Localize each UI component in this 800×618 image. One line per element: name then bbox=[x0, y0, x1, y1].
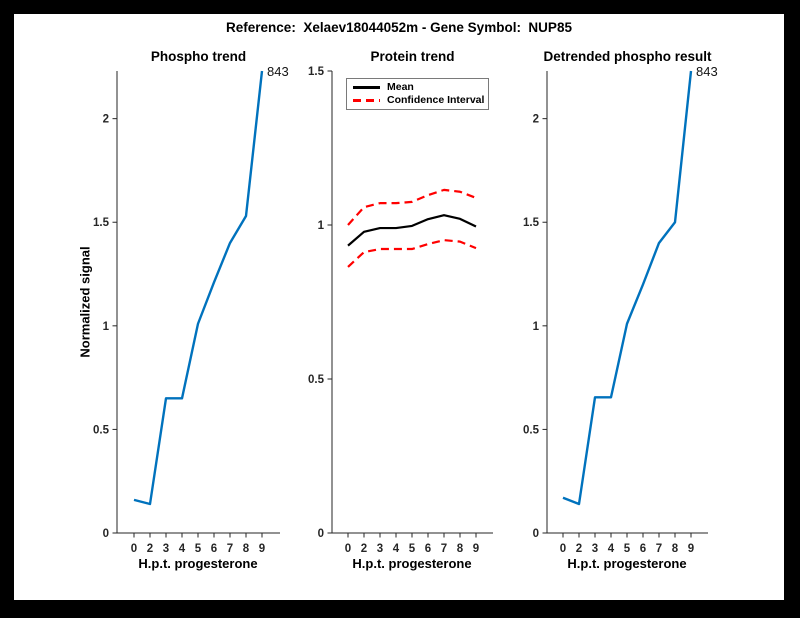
x-tick-label: 9 bbox=[259, 543, 265, 555]
y-tick-label: 1.5 bbox=[93, 217, 110, 229]
chart-title-detrended-result: Detrended phospho result bbox=[543, 49, 712, 64]
x-tick-label: 8 bbox=[672, 543, 679, 555]
legend-row-mean: Mean bbox=[353, 81, 486, 94]
x-tick-label: 7 bbox=[441, 543, 447, 555]
series-ci-upper bbox=[347, 188, 477, 226]
y-tick-label: 1.5 bbox=[308, 66, 325, 78]
series-end-label: 843 bbox=[696, 64, 718, 79]
series-detrended bbox=[562, 70, 693, 506]
y-tick-label: 1 bbox=[533, 321, 540, 333]
y-tick-label: 0 bbox=[318, 528, 324, 540]
y-tick-label: 2 bbox=[533, 114, 539, 126]
x-tick-label: 7 bbox=[227, 543, 233, 555]
figure-title: Reference: Xelaev18044052m - Gene Symbol… bbox=[226, 20, 572, 35]
x-tick-label: 4 bbox=[179, 543, 186, 555]
series-phospho bbox=[133, 70, 264, 506]
x-tick-label: 3 bbox=[163, 543, 169, 555]
legend-label-mean: Mean bbox=[387, 81, 414, 94]
x-tick-label: 0 bbox=[345, 543, 351, 555]
x-tick-label: 6 bbox=[425, 543, 431, 555]
x-tick-label: 5 bbox=[624, 543, 631, 555]
legend-line-mean bbox=[353, 86, 380, 89]
x-tick-label: 2 bbox=[361, 543, 367, 555]
x-tick-label: 7 bbox=[656, 543, 662, 555]
legend-label-confidence-interval: Confidence Interval bbox=[387, 94, 485, 107]
x-tick-label: 4 bbox=[608, 543, 615, 555]
x-tick-label: 0 bbox=[560, 543, 566, 555]
chart-protein-trend: 0 2 3 4 5 6 7 8 900.511.5 bbox=[308, 66, 493, 555]
y-tick-label: 0.5 bbox=[523, 424, 540, 436]
y-tick-label: 0 bbox=[103, 528, 109, 540]
x-tick-label: 2 bbox=[576, 543, 582, 555]
series-mean bbox=[347, 214, 477, 247]
x-axis-label-1: H.p.t. progesterone bbox=[138, 556, 258, 571]
y-tick-label: 1 bbox=[103, 321, 110, 333]
x-tick-label: 8 bbox=[457, 543, 464, 555]
x-tick-label: 0 bbox=[131, 543, 137, 555]
x-tick-label: 3 bbox=[377, 543, 383, 555]
x-tick-label: 6 bbox=[640, 543, 646, 555]
y-tick-label: 2 bbox=[103, 114, 109, 126]
x-tick-label: 5 bbox=[409, 543, 416, 555]
chart-title-protein-trend: Protein trend bbox=[370, 49, 455, 64]
series-ci-lower bbox=[347, 238, 477, 268]
series-end-label: 843 bbox=[267, 64, 289, 79]
x-axis-label-2: H.p.t. progesterone bbox=[352, 556, 472, 571]
x-tick-label: 3 bbox=[592, 543, 598, 555]
x-tick-label: 4 bbox=[393, 543, 400, 555]
y-tick-label: 0 bbox=[533, 528, 539, 540]
legend-row-confidence-interval: Confidence Interval bbox=[353, 94, 486, 107]
x-axis-label-3: H.p.t. progesterone bbox=[567, 556, 687, 571]
legend: Mean Confidence Interval bbox=[346, 78, 489, 110]
legend-line-confidence-interval bbox=[353, 99, 380, 102]
x-tick-label: 9 bbox=[688, 543, 694, 555]
x-tick-label: 9 bbox=[473, 543, 479, 555]
chart-title-phospho-trend: Phospho trend bbox=[150, 49, 247, 64]
x-tick-label: 5 bbox=[195, 543, 202, 555]
x-tick-label: 2 bbox=[147, 543, 153, 555]
x-tick-label: 6 bbox=[211, 543, 217, 555]
y-tick-label: 0.5 bbox=[308, 374, 325, 386]
x-tick-label: 8 bbox=[243, 543, 250, 555]
y-tick-label: 1.5 bbox=[523, 217, 540, 229]
y-tick-label: 0.5 bbox=[93, 424, 110, 436]
y-tick-label: 1 bbox=[318, 220, 325, 232]
